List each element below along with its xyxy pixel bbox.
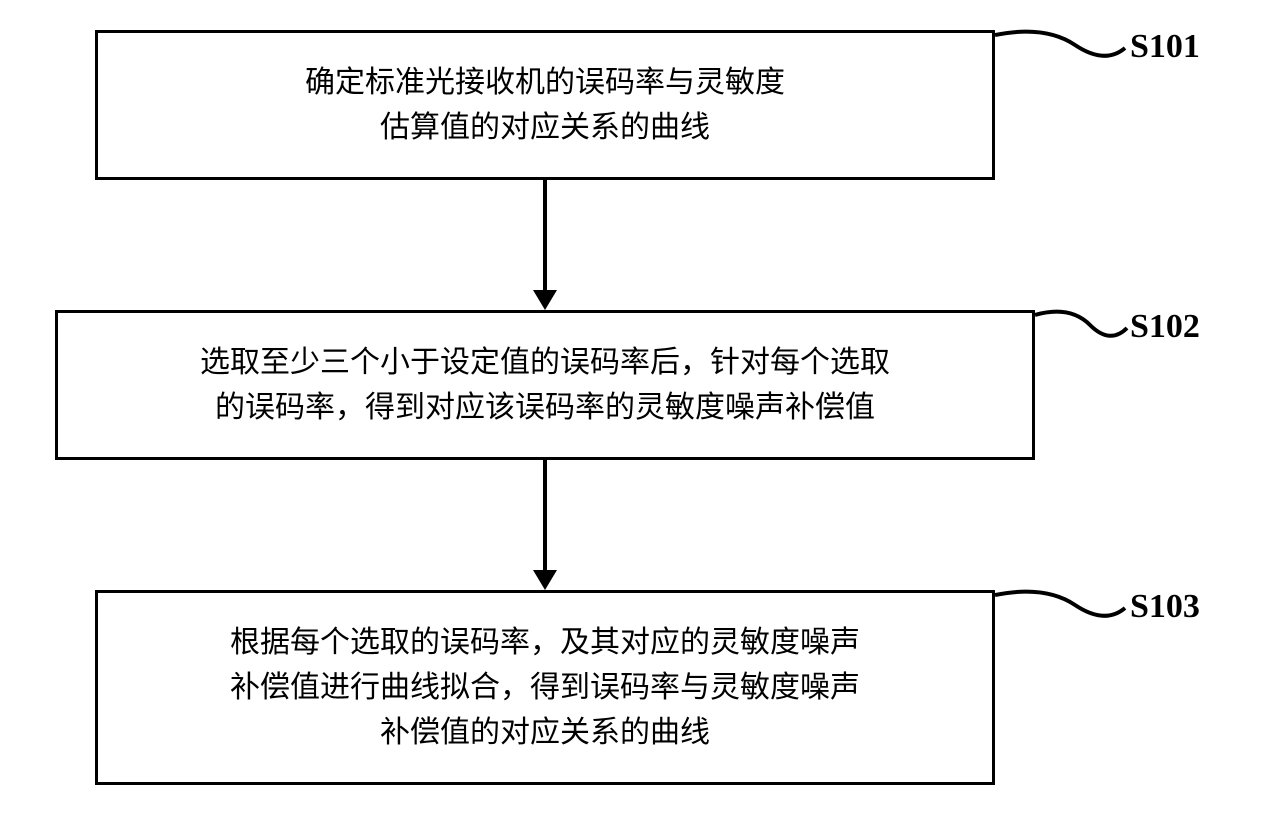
flow-step-2-text: 选取至少三个小于设定值的误码率后，针对每个选取 的误码率，得到对应该误码率的灵敏… <box>200 340 890 430</box>
arrow-line-1 <box>543 180 547 290</box>
step-label-1: S101 <box>1130 28 1200 66</box>
step-label-2: S102 <box>1130 308 1200 346</box>
flow-step-1: 确定标准光接收机的误码率与灵敏度 估算值的对应关系的曲线 <box>95 30 995 180</box>
flow-step-3-text: 根据每个选取的误码率，及其对应的灵敏度噪声 补偿值进行曲线拟合，得到误码率与灵敏… <box>230 620 860 755</box>
bracket-1 <box>995 20 1130 90</box>
arrow-line-2 <box>543 460 547 570</box>
bracket-3 <box>995 580 1130 650</box>
flow-step-2: 选取至少三个小于设定值的误码率后，针对每个选取 的误码率，得到对应该误码率的灵敏… <box>55 310 1035 460</box>
flow-step-1-text: 确定标准光接收机的误码率与灵敏度 估算值的对应关系的曲线 <box>305 60 785 150</box>
bracket-2 <box>1035 300 1135 370</box>
flowchart-container: 确定标准光接收机的误码率与灵敏度 估算值的对应关系的曲线 S101 选取至少三个… <box>0 0 1279 825</box>
step-label-3: S103 <box>1130 588 1200 626</box>
arrow-head-2 <box>533 570 557 590</box>
arrow-head-1 <box>533 290 557 310</box>
flow-step-3: 根据每个选取的误码率，及其对应的灵敏度噪声 补偿值进行曲线拟合，得到误码率与灵敏… <box>95 590 995 785</box>
